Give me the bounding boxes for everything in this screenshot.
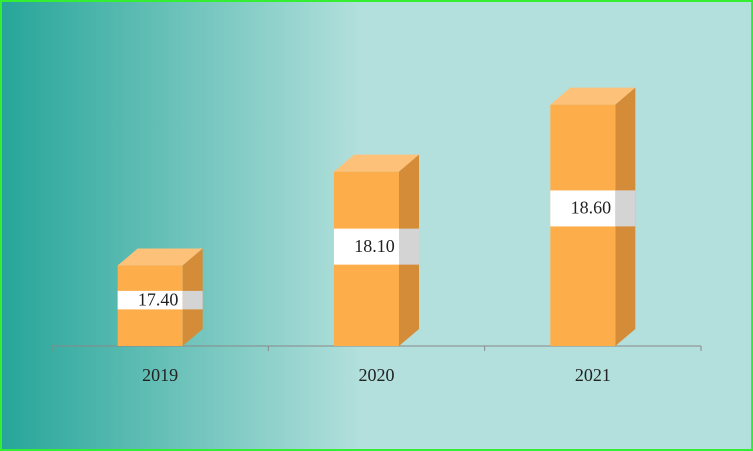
label-box-side bbox=[615, 190, 636, 227]
bar-top bbox=[550, 87, 636, 105]
bar-top bbox=[117, 248, 203, 266]
value-label: 18.60 bbox=[571, 198, 612, 218]
label-box-side bbox=[399, 228, 419, 265]
value-label: 18.10 bbox=[354, 236, 395, 256]
x-tick-label: 2019 bbox=[142, 365, 178, 385]
x-tick-label: 2021 bbox=[575, 365, 611, 385]
label-box bbox=[334, 228, 399, 265]
bar-top bbox=[334, 154, 419, 172]
x-tick-label: 2020 bbox=[359, 365, 395, 385]
value-label: 17.40 bbox=[138, 289, 179, 309]
label-box-side bbox=[182, 290, 203, 310]
label-box bbox=[550, 190, 616, 227]
label-box bbox=[117, 290, 183, 310]
